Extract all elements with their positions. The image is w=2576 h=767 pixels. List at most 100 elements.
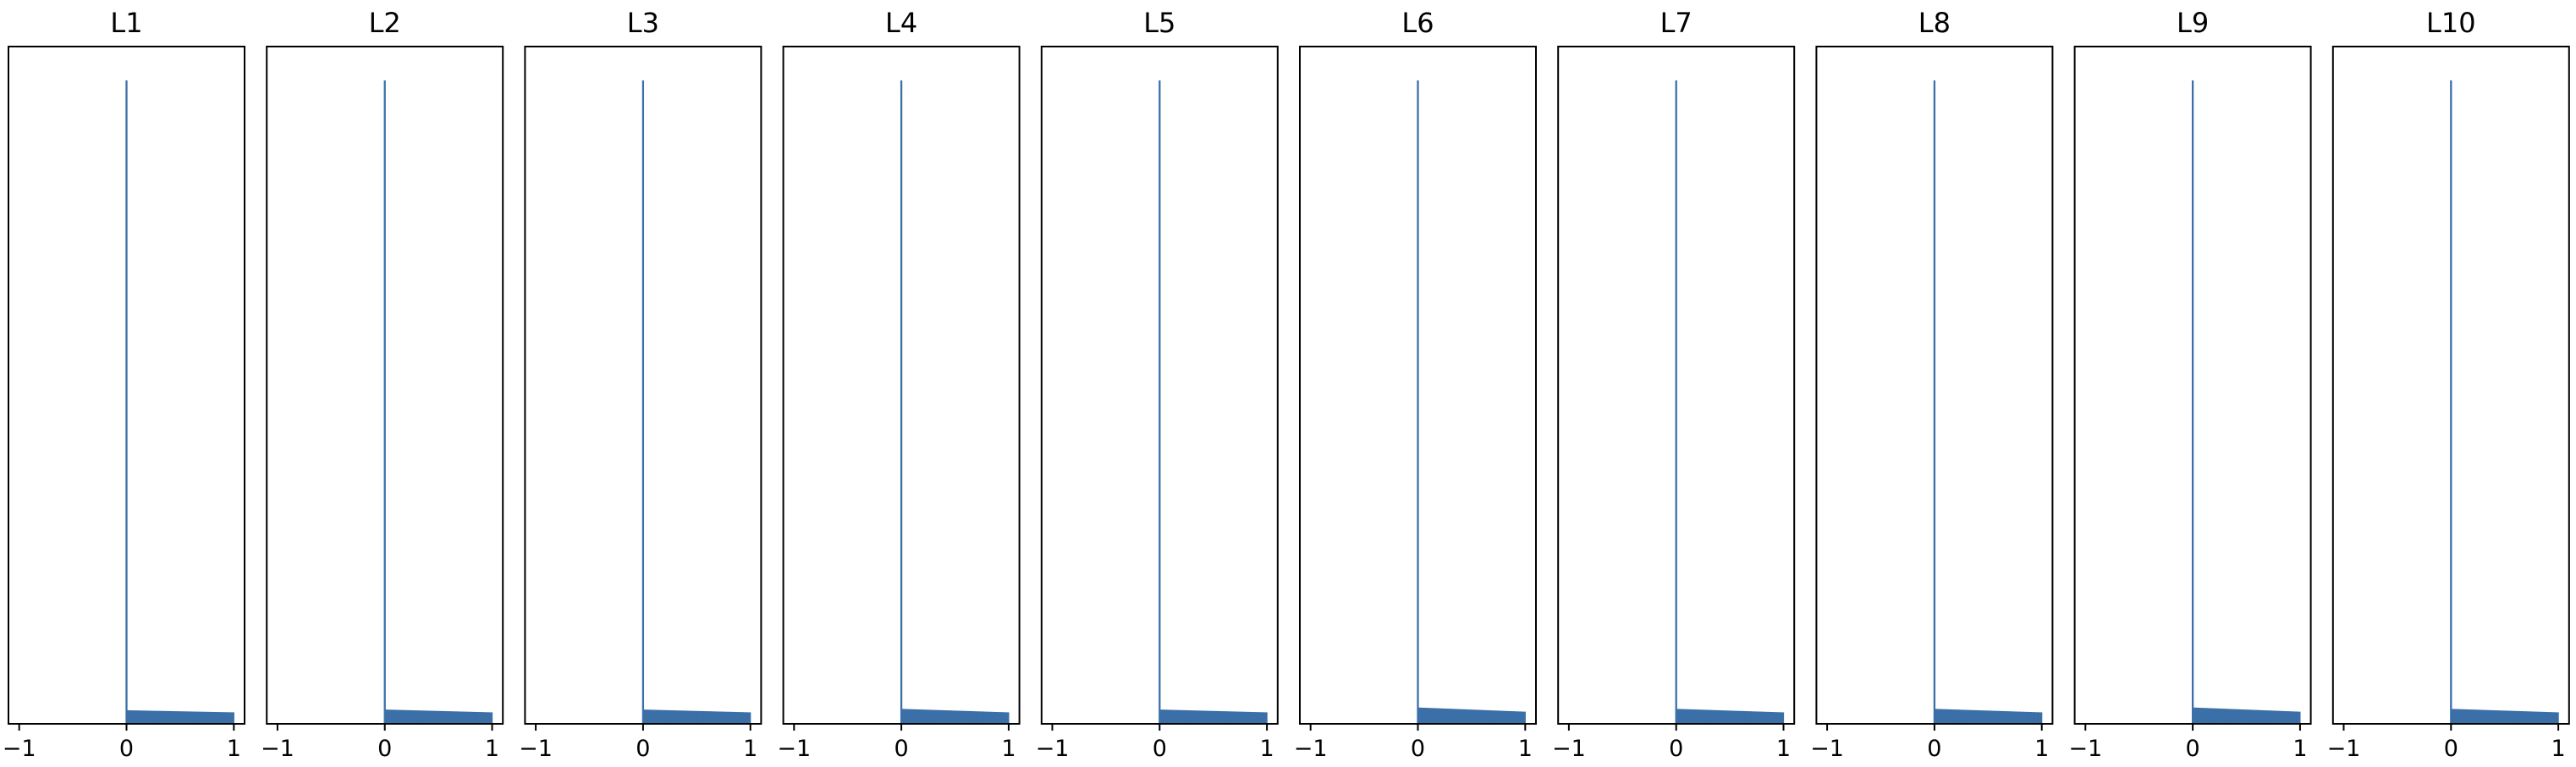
histogram-bar: [926, 709, 931, 724]
histogram-bar: [2494, 710, 2498, 724]
histogram-bar: [155, 710, 160, 724]
histogram-bar: [732, 711, 737, 724]
histogram-bar: [1748, 711, 1753, 724]
histogram-bar: [133, 710, 138, 724]
histogram-bar: [1489, 710, 1494, 724]
histogram-bar: [1722, 710, 1727, 724]
histogram-bar: [194, 711, 199, 724]
histogram-bar: [151, 710, 156, 724]
tail-bars: [2193, 707, 2301, 724]
x-tick-label: −1: [1036, 736, 1070, 762]
histogram-bar: [2515, 710, 2520, 724]
histogram-bar: [1765, 711, 1770, 724]
histogram-bar: [1213, 710, 1218, 724]
histogram-bar: [998, 712, 1003, 724]
histogram-bar: [424, 710, 429, 724]
histogram-bar: [449, 711, 454, 724]
histogram-bar: [2034, 712, 2039, 724]
histogram-bar: [2006, 711, 2011, 724]
histogram-bar: [668, 709, 673, 724]
histogram-bar: [908, 709, 913, 724]
histogram-bar: [969, 711, 974, 724]
panel-title: L5: [1143, 7, 1175, 39]
x-tick-label: −1: [2068, 736, 2102, 762]
histogram-bar: [1941, 709, 1946, 724]
histogram-bar: [481, 712, 486, 724]
x-tick-label: −1: [261, 736, 294, 762]
histogram-bar: [1995, 710, 2000, 724]
histogram-bar: [1762, 711, 1766, 724]
x-tick-label: −1: [1552, 736, 1586, 762]
histogram-bar: [208, 711, 213, 724]
histogram-bar: [137, 710, 142, 724]
histogram-bar: [427, 710, 432, 724]
histogram-bar: [2486, 709, 2491, 724]
histogram-bar: [1224, 711, 1229, 724]
histogram-bar: [420, 710, 425, 724]
histogram-bar: [2267, 710, 2272, 724]
x-tick-label: 1: [1001, 736, 1016, 762]
zero-spike-bar: [2450, 80, 2452, 724]
histogram-bar: [1522, 711, 1526, 724]
histogram-bar: [700, 710, 705, 724]
histogram-bar: [466, 711, 471, 724]
histogram-bar: [2253, 709, 2258, 724]
histogram-bar: [661, 709, 665, 724]
x-tick-label: 1: [1260, 736, 1274, 762]
histogram-bar: [901, 709, 905, 724]
histogram-bar: [657, 709, 662, 724]
histogram-bar: [1230, 711, 1236, 724]
histogram-bar: [1934, 709, 1939, 724]
histogram-bar: [707, 711, 712, 724]
histogram-bar: [961, 710, 966, 724]
histogram-panel-6: L6 −1 0 1: [1294, 7, 1537, 762]
histogram-bar: [2232, 709, 2237, 724]
x-tick-label: 0: [377, 736, 392, 762]
histogram-bar: [1241, 711, 1247, 724]
zero-spike-bar: [383, 80, 386, 724]
histogram-bar: [647, 709, 651, 724]
histogram-bar: [147, 710, 152, 724]
histogram-bar: [1977, 710, 1982, 724]
histogram-bar: [126, 710, 131, 724]
histogram-bar: [664, 709, 669, 724]
histogram-bar: [2533, 711, 2538, 724]
histogram-bar: [1435, 708, 1440, 724]
histogram-bar: [434, 710, 439, 724]
histogram-bar: [399, 709, 404, 724]
histogram-bar: [944, 710, 949, 724]
histogram-bar: [1259, 712, 1264, 724]
x-tick-label: −1: [2327, 736, 2361, 762]
histogram-bar: [983, 711, 988, 724]
histogram-bar: [916, 709, 920, 724]
histogram-bar: [685, 710, 691, 724]
histogram-bar: [395, 709, 400, 724]
histogram-bar: [485, 712, 489, 724]
zero-spike-bar: [900, 80, 903, 724]
histogram-bar: [919, 709, 924, 724]
histogram-bar: [990, 711, 995, 724]
histogram-bar: [1263, 712, 1268, 724]
histogram-bar: [994, 711, 999, 724]
histogram-bar: [2199, 708, 2204, 724]
histogram-bar: [2497, 710, 2502, 724]
x-tick-label: −1: [519, 736, 553, 762]
x-tick-label: 1: [1518, 736, 1533, 762]
histogram-bar: [1514, 711, 1519, 724]
histogram-bar: [1252, 712, 1258, 724]
histogram-bar: [905, 709, 910, 724]
histogram-panel-2: L2 −1 0 1: [261, 7, 504, 762]
histogram-bar: [2249, 709, 2254, 724]
histogram-bar: [1464, 709, 1469, 724]
histogram-panel-4: L4 −1 0 1: [777, 7, 1021, 762]
histogram-bar: [2490, 709, 2495, 724]
histogram-bar: [958, 710, 963, 724]
histogram-bar: [1256, 712, 1261, 724]
histogram-bar: [471, 711, 475, 724]
histogram-bar: [1988, 710, 1993, 724]
histogram-bar: [2203, 708, 2208, 724]
histogram-bar: [1475, 709, 1479, 724]
histogram-bar: [1235, 711, 1239, 724]
histogram-bar: [1245, 711, 1250, 724]
histogram-bar: [1248, 711, 1253, 724]
